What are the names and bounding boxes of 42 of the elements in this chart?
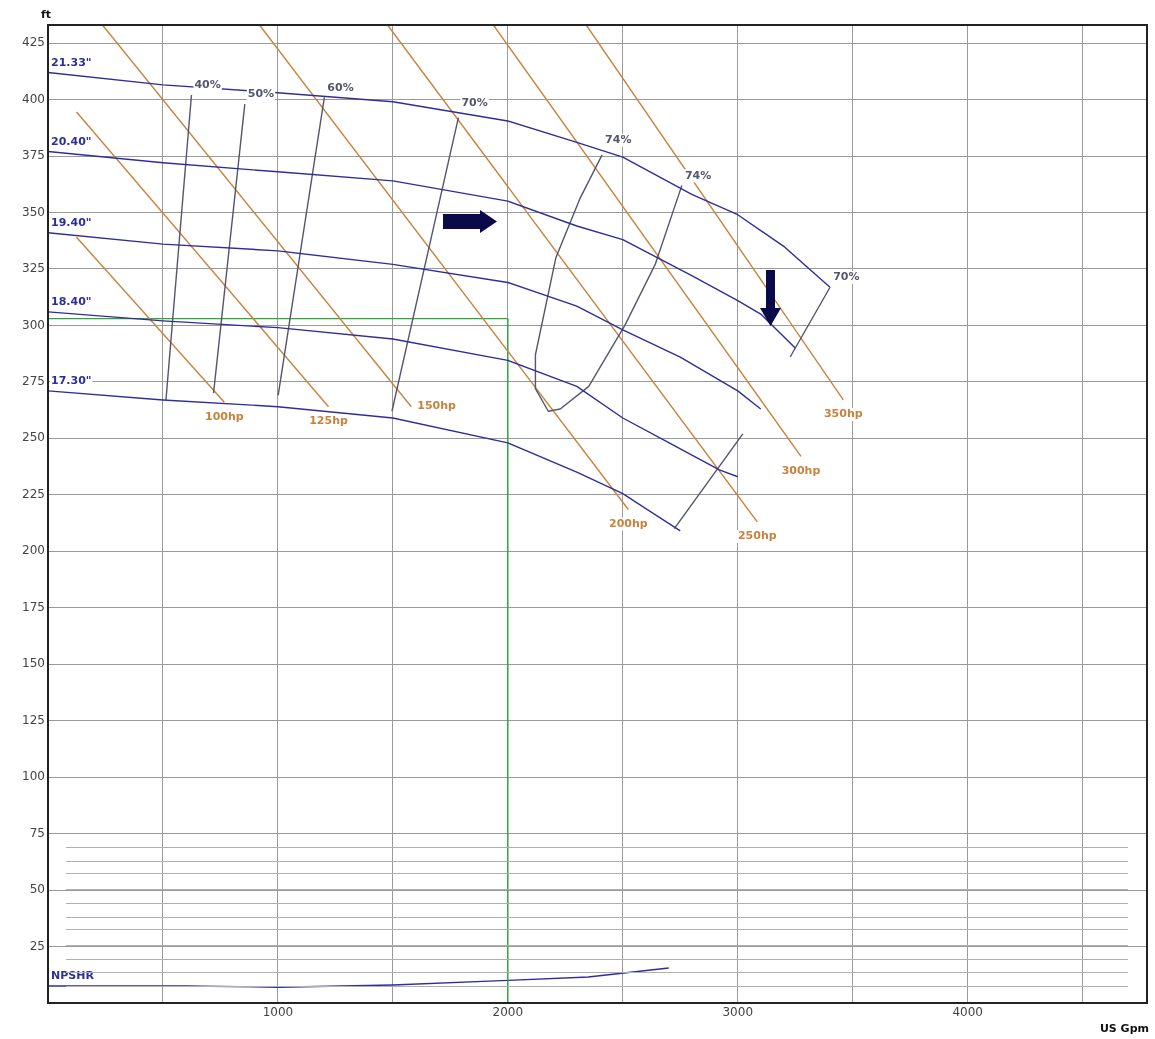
y-tick-label: 100 <box>22 769 45 784</box>
y-tick-label: 400 <box>22 91 45 106</box>
series-label: 350hp <box>823 407 863 421</box>
series-label: 125hp <box>309 414 348 428</box>
y-tick-label: 50 <box>29 882 45 897</box>
series-label: 300hp <box>781 463 821 477</box>
y-axis-title: ft <box>40 8 52 22</box>
series-label: 19.40" <box>51 216 92 230</box>
text: 74% <box>605 133 632 147</box>
x-tick-label: 2000 <box>492 1005 524 1020</box>
y-tick-label: 175 <box>22 599 45 614</box>
series-label: 150hp <box>417 399 457 413</box>
x-tick-label: 4000 <box>952 1005 983 1020</box>
y-tick-label: 300 <box>22 317 45 332</box>
series-label: 100hp <box>205 409 244 423</box>
series-label: 74% <box>684 168 712 182</box>
series-label: 60% <box>327 80 354 94</box>
series-label: 200hp <box>608 516 648 530</box>
series-label: 20.40" <box>51 134 92 148</box>
series-label: 21.33" <box>51 55 92 69</box>
series-label: 50% <box>247 87 275 101</box>
series-label: 18.40" <box>51 295 92 309</box>
y-tick-label: 225 <box>22 486 45 501</box>
series-label: 70% <box>833 270 860 284</box>
x-tick-label: 3000 <box>722 1005 754 1020</box>
series-label: 17.30" <box>51 374 92 388</box>
x-tick-label: 1000 <box>262 1005 294 1020</box>
y-tick-label: 200 <box>22 543 45 558</box>
y-tick-label: 150 <box>22 656 45 671</box>
series-label: 40% <box>194 78 221 92</box>
series-label: 250hp <box>737 529 777 543</box>
y-tick-label: 275 <box>22 373 45 388</box>
y-tick-label: 75 <box>29 825 45 840</box>
y-tick-label: 350 <box>22 204 45 219</box>
x-axis-title: US Gpm <box>1099 1022 1149 1036</box>
y-tick-label: 25 <box>29 938 45 953</box>
y-tick-label: 375 <box>22 148 45 163</box>
series-label: 70% <box>461 95 488 109</box>
y-tick-label: 425 <box>22 35 45 50</box>
y-tick-label: 125 <box>22 712 45 727</box>
y-tick-label: 325 <box>22 261 45 276</box>
y-tick-label: 250 <box>22 430 45 445</box>
